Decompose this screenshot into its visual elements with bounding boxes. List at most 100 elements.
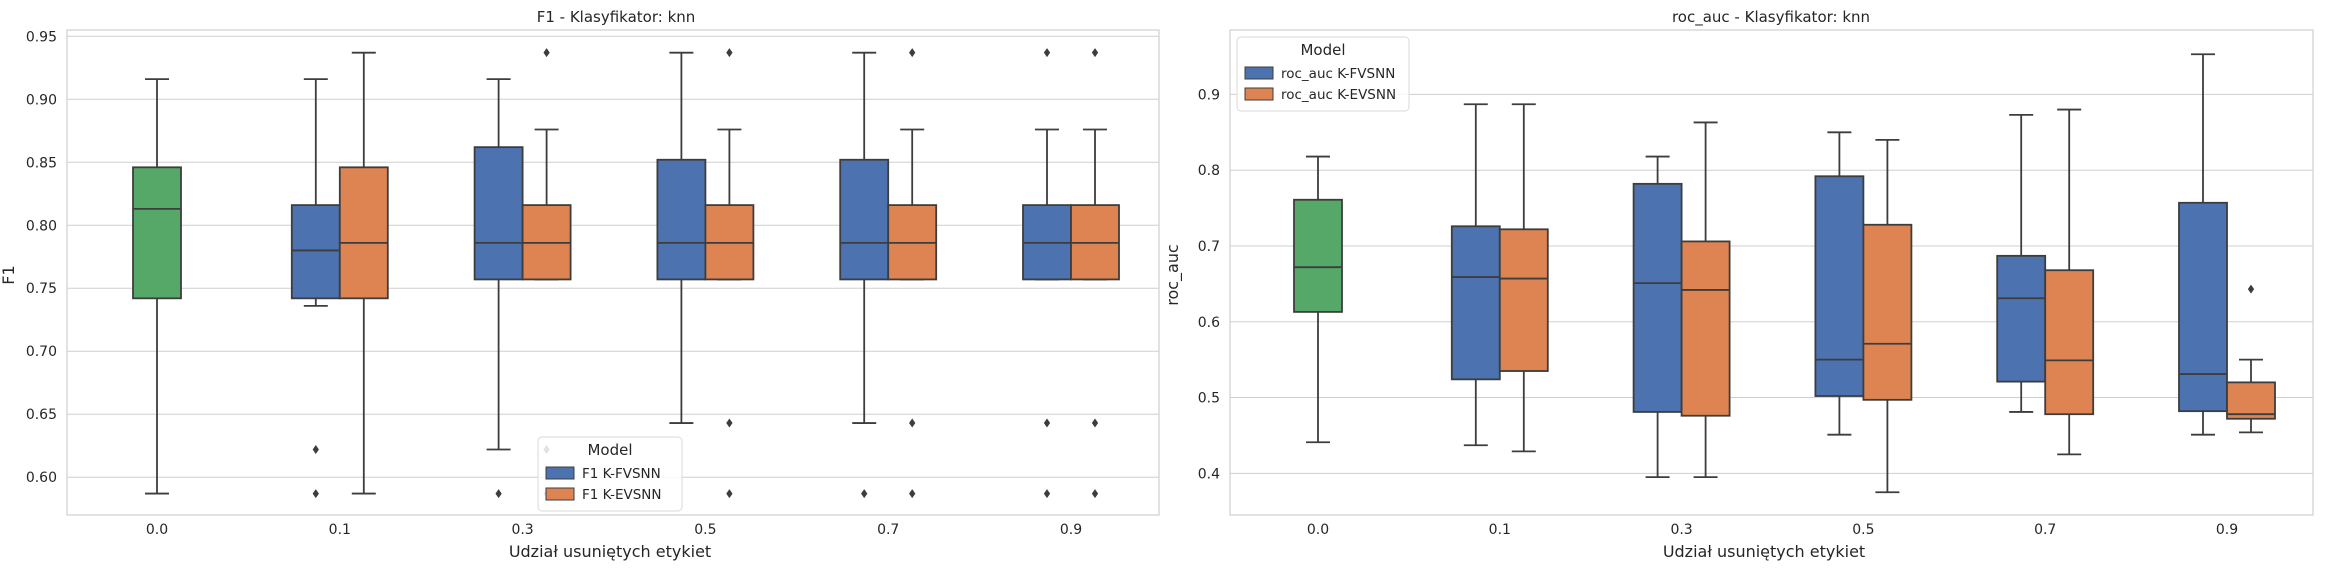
box-iqr [1680,240,1731,417]
legend-swatch [1244,66,1274,80]
y-tick-label: 0.60 [26,470,57,486]
outlier-point [726,418,733,428]
series-box [473,78,524,499]
x-axis-label: Udział usuniętych etykiet [1663,542,1865,561]
legend-swatch [545,466,575,480]
baseline-box [132,78,182,495]
series-box [656,51,707,424]
chart-title: F1 - Klasyfikator: knn [537,8,696,26]
box-iqr [2226,381,2276,420]
outlier-point [2247,284,2255,294]
x-tick-label: 0.1 [1489,522,1511,538]
series-box [1814,131,1865,436]
y-tick-label: 0.5 [1198,391,1220,407]
box-iqr [1498,228,1549,372]
y-tick-label: 0.7 [1198,239,1220,255]
x-tick-label: 0.5 [694,522,716,538]
box-iqr [1632,182,1683,413]
series-box [2044,108,2095,456]
baseline-box [1293,155,1343,444]
y-tick-label: 0.6 [1198,315,1220,331]
y-axis-label: roc_auc [1163,244,1183,306]
legend-title: Model [587,441,632,459]
y-tick-label: 0.85 [26,155,57,171]
series-box [1862,138,1913,494]
legend-swatch [1244,87,1274,101]
box-iqr [132,166,182,300]
chart-roc-auc: roc_auc - Klasyfikator: knn roc_auc Udzi… [1163,8,2314,561]
outlier-point [495,489,502,499]
series-box [2226,284,2276,434]
outlier-point [1091,489,1099,499]
x-tick-label: 0.3 [511,522,533,538]
y-tick-label: 0.9 [1198,87,1220,103]
y-axis-label: F1 [0,265,18,284]
y-tick-label: 0.8 [1198,163,1220,179]
y-tick-label: 0.90 [26,92,57,108]
series-box [290,78,341,499]
plot-area [66,29,1160,516]
chart-title: roc_auc - Klasyfikator: knn [1672,8,1870,27]
series-box [887,48,938,499]
box-iqr [2044,269,2095,416]
outlier-point [1091,48,1099,58]
legend: Model roc_auc K-FVSNN roc_auc K-EVSNN [1236,36,1410,112]
legend-title: Model [1300,41,1345,59]
outlier-point [1043,489,1051,499]
outlier-point [1091,418,1099,428]
x-tick-label: 0.7 [2034,522,2056,538]
box-iqr [656,158,707,281]
series-box [1450,103,1501,447]
box-iqr [1450,225,1501,381]
chart-f1: F1 - Klasyfikator: knn F1 Udział usunięt… [0,8,1160,561]
box-iqr [2178,201,2228,413]
legend-label: F1 K-EVSNN [582,487,661,503]
x-tick-label: 0.5 [1852,522,1874,538]
series-box [521,48,572,499]
box-iqr [290,204,341,300]
legend-label: roc_auc K-EVSNN [1281,87,1396,103]
y-axis: 0.60 0.65 0.70 0.75 0.80 0.85 0.90 0.95 [26,29,57,486]
y-tick-label: 0.65 [26,407,57,423]
outlier-point [1043,418,1051,428]
legend-label: roc_auc K-FVSNN [1281,66,1395,82]
y-tick-label: 0.4 [1198,466,1220,482]
y-tick-label: 0.70 [26,344,57,360]
series-box [1070,48,1120,499]
x-tick-label: 0.0 [1307,522,1329,538]
series-box [2178,53,2228,436]
y-tick-label: 0.75 [26,281,57,297]
legend-swatch [545,487,575,501]
series-box [704,48,755,499]
y-axis: 0.4 0.5 0.6 0.7 0.8 0.9 [1198,87,1220,482]
box-iqr [1814,175,1865,397]
legend-frame [1236,36,1410,112]
series-box [338,51,389,495]
x-tick-label: 0.9 [2216,522,2238,538]
box-iqr [338,166,389,300]
box-iqr [1996,254,2047,383]
outlier-point [909,48,916,58]
x-axis-label: Udział usuniętych etykiet [509,542,711,561]
y-tick-label: 0.95 [26,29,57,45]
outlier-point [543,48,550,58]
legend-label: F1 K-FVSNN [582,466,661,482]
legend: Model F1 K-FVSNN F1 K-EVSNN [537,436,683,512]
plot-frame [66,29,1160,516]
box-iqr [473,146,524,281]
outlier-point [1043,48,1051,58]
x-tick-label: 0.7 [877,522,899,538]
x-tick-label: 0.0 [146,522,168,538]
y-tick-label: 0.80 [26,218,57,234]
plot-frame [1229,29,2314,516]
series-box [1632,155,1683,479]
series-box [1680,121,1731,479]
box-iqr [839,158,890,281]
x-tick-label: 0.1 [329,522,351,538]
plot-area [1229,29,2314,516]
x-axis: 0.0 0.1 0.3 0.5 0.7 0.9 [146,522,1082,538]
outlier-point [312,444,319,454]
outlier-point [861,489,868,499]
box-iqr [1293,198,1343,313]
